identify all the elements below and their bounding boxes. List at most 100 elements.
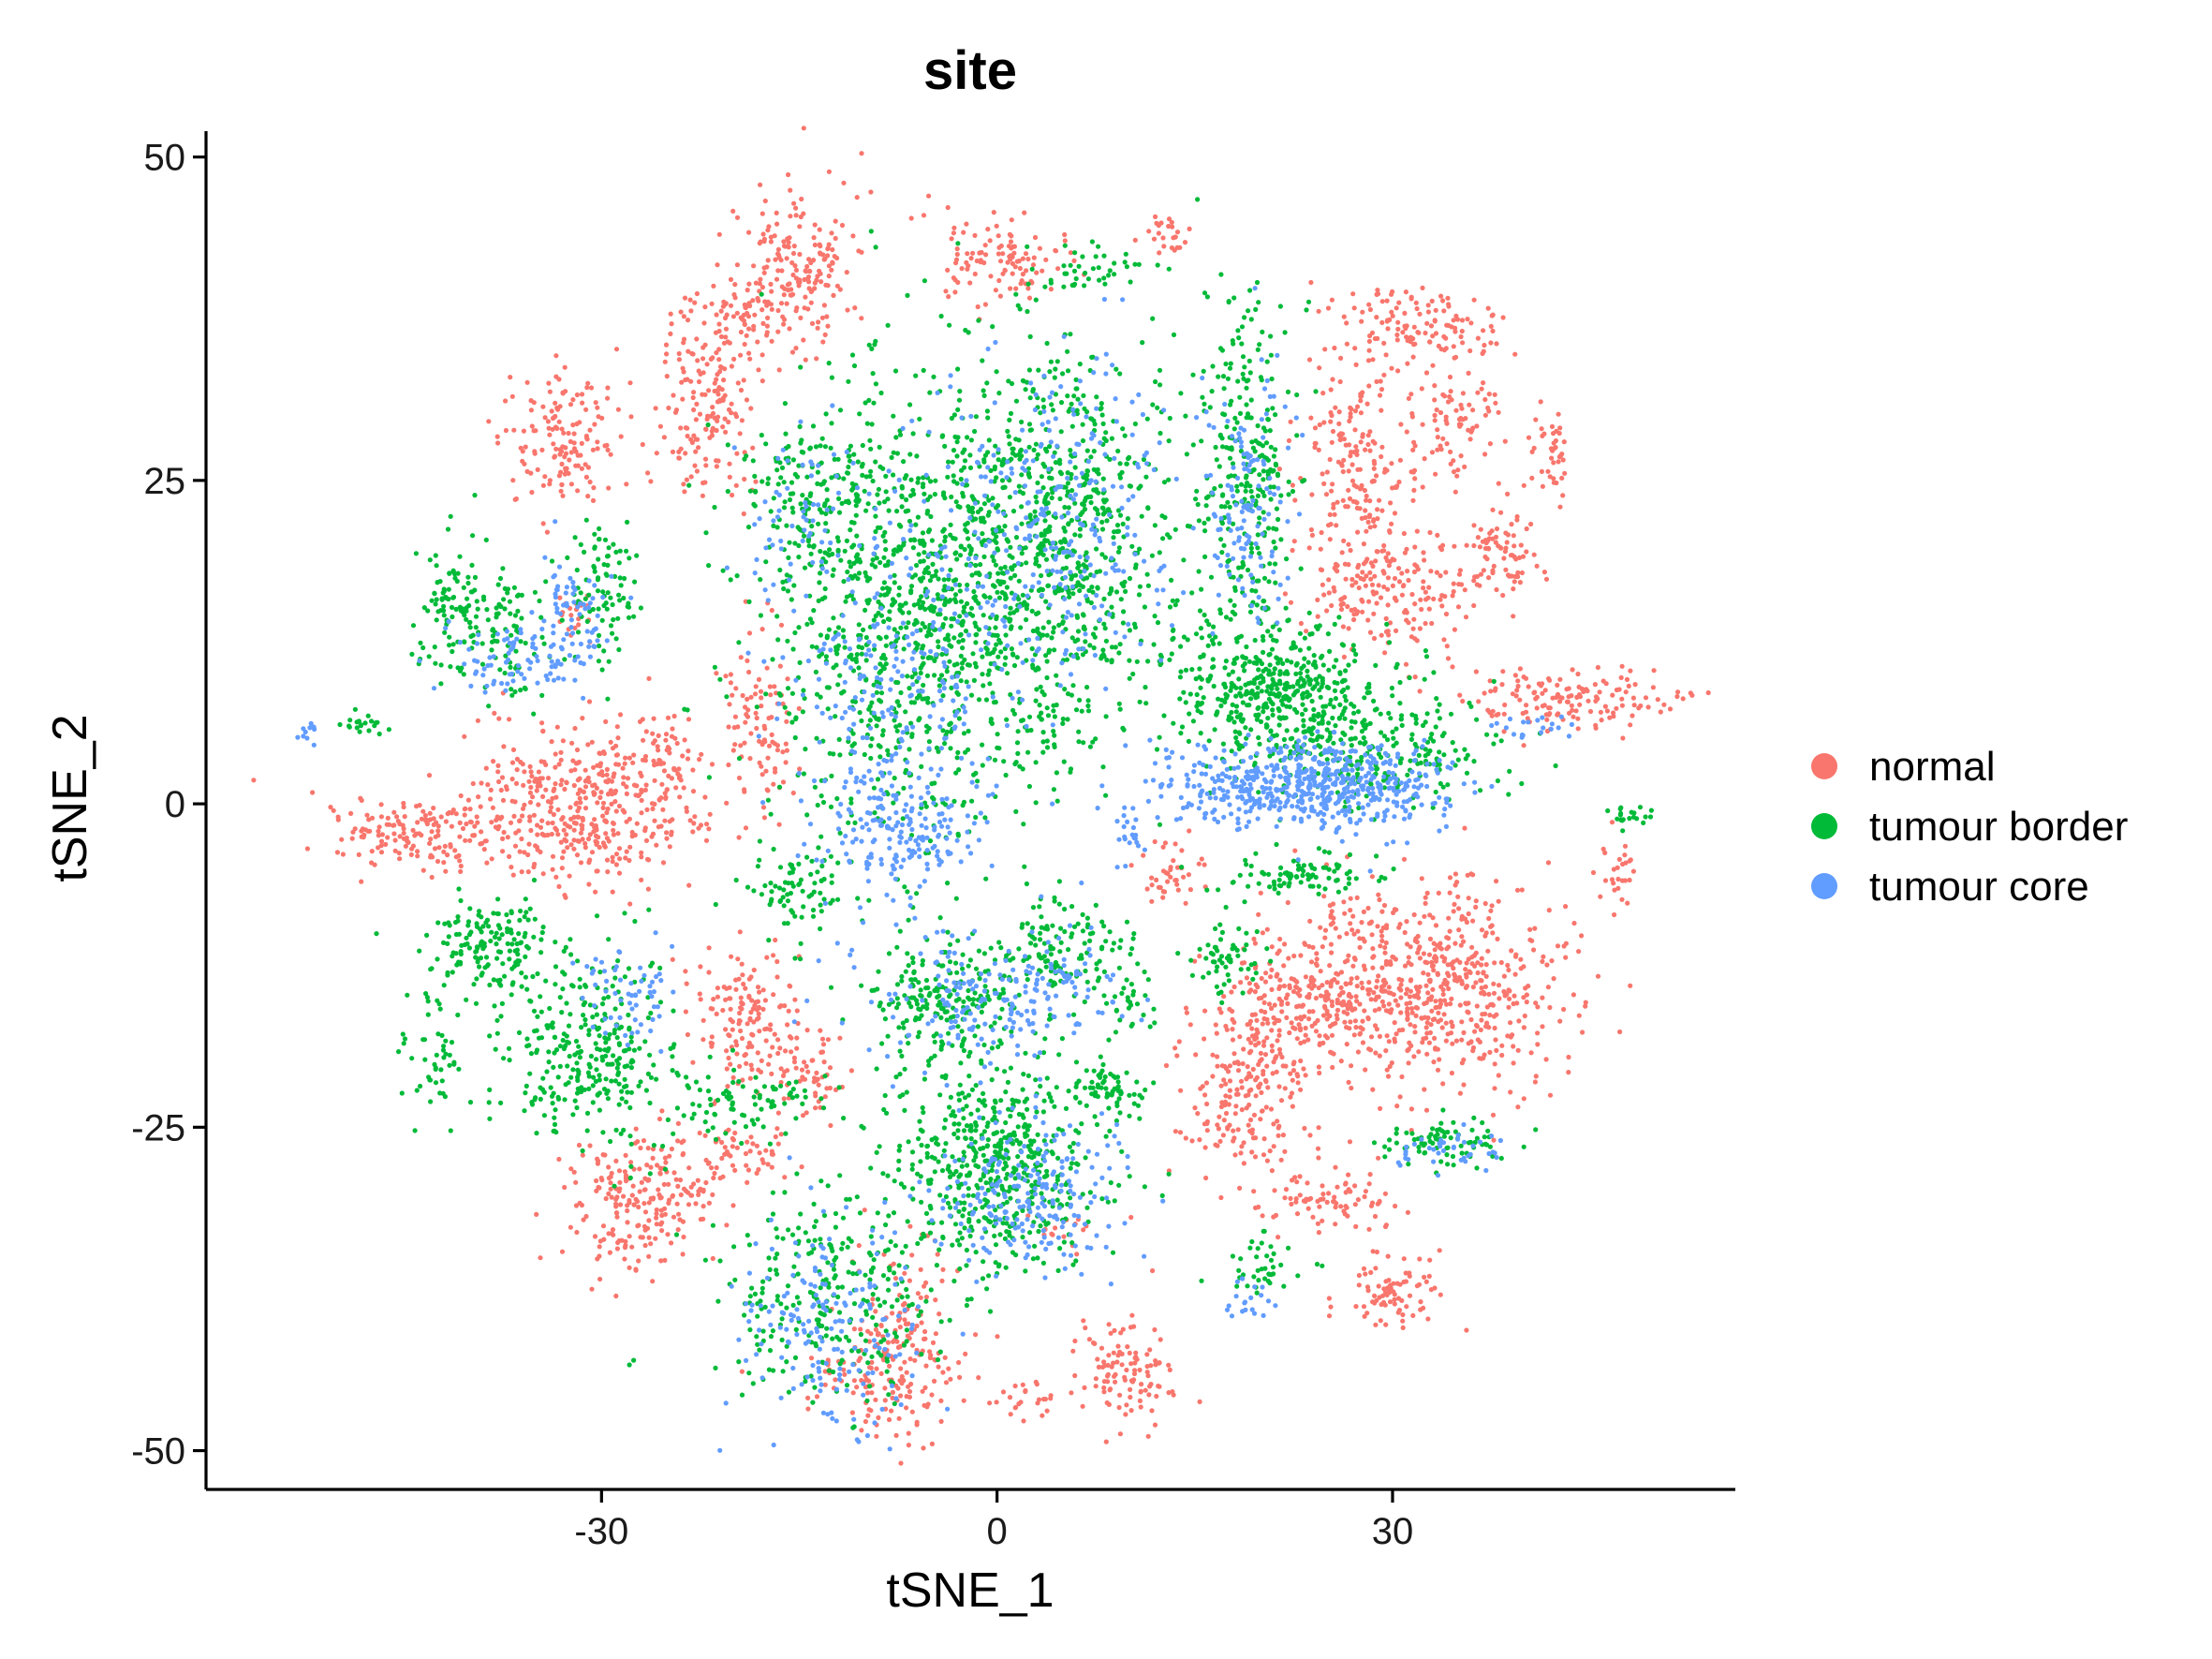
scatter-point — [1273, 1056, 1278, 1061]
scatter-point — [975, 304, 981, 310]
scatter-point — [1593, 725, 1599, 731]
scatter-point — [634, 821, 640, 826]
scatter-point — [561, 430, 567, 436]
scatter-point — [1161, 244, 1167, 249]
scatter-point — [804, 263, 810, 270]
scatter-point — [1359, 597, 1364, 603]
scatter-point — [748, 1062, 754, 1068]
scatter-point — [664, 830, 670, 836]
scatter-point — [1298, 1027, 1304, 1033]
scatter-point — [639, 773, 644, 779]
scatter-point — [1012, 1383, 1018, 1389]
scatter-point — [1217, 1138, 1223, 1144]
scatter-point — [514, 756, 521, 763]
scatter-point — [801, 771, 807, 777]
scatter-point — [1321, 592, 1327, 598]
scatter-point — [1169, 219, 1174, 225]
scatter-point — [1515, 574, 1521, 580]
scatter-point — [1285, 1000, 1290, 1006]
scatter-point — [1336, 409, 1342, 415]
scatter-point — [958, 599, 964, 604]
scatter-point — [310, 790, 316, 795]
scatter-point — [1383, 961, 1389, 967]
scatter-point — [1229, 989, 1234, 995]
scatter-point — [1258, 1081, 1263, 1087]
scatter-point — [1366, 1226, 1372, 1232]
scatter-point — [1383, 1008, 1389, 1014]
scatter-point — [575, 452, 581, 458]
scatter-point — [1276, 1123, 1282, 1129]
scatter-point — [1493, 534, 1499, 540]
scatter-point — [955, 279, 961, 286]
scatter-point — [582, 778, 588, 784]
scatter-point — [1181, 874, 1187, 880]
scatter-point — [1245, 1064, 1250, 1070]
scatter-point — [401, 830, 406, 837]
scatter-point — [1250, 1135, 1257, 1141]
scatter-point — [1258, 890, 1263, 896]
scatter-point — [1318, 567, 1323, 572]
scatter-point — [1337, 1000, 1344, 1006]
scatter-point — [823, 282, 829, 288]
scatter-point — [670, 726, 675, 732]
scatter-point — [774, 1126, 780, 1132]
scatter-point — [943, 1380, 950, 1385]
scatter-point — [597, 1238, 603, 1244]
scatter-point — [824, 635, 830, 641]
scatter-point — [945, 632, 951, 638]
scatter-point — [1065, 481, 1071, 486]
scatter-point — [600, 813, 606, 819]
scatter-point — [422, 813, 428, 819]
scatter-point — [1456, 906, 1462, 911]
scatter-point — [1368, 1269, 1374, 1275]
scatter-point — [1443, 335, 1449, 341]
scatter-point — [1402, 310, 1408, 316]
scatter-point — [687, 818, 693, 823]
scatter-point — [891, 472, 896, 478]
scatter-point — [1511, 586, 1516, 592]
scatter-point — [553, 751, 558, 757]
scatter-point — [1197, 1137, 1202, 1143]
scatter-point — [1472, 574, 1478, 580]
scatter-point — [1366, 348, 1372, 353]
scatter-point — [1203, 1175, 1209, 1181]
scatter-point — [602, 1152, 608, 1158]
scatter-point — [738, 1028, 744, 1034]
scatter-point — [1432, 412, 1438, 418]
scatter-point — [1543, 576, 1550, 582]
scatter-point — [714, 349, 719, 356]
scatter-point — [1291, 539, 1297, 544]
scatter-point — [760, 987, 766, 993]
scatter-point — [755, 999, 761, 1004]
scatter-point — [928, 1353, 934, 1358]
scatter-point — [1620, 861, 1626, 867]
scatter-point — [1526, 984, 1531, 989]
scatter-point — [550, 426, 555, 432]
scatter-point — [750, 445, 756, 451]
scatter-point — [1387, 1299, 1394, 1305]
scatter-point — [378, 838, 385, 844]
scatter-point — [1288, 419, 1293, 424]
scatter-point — [794, 1045, 800, 1051]
scatter-point — [718, 333, 725, 339]
scatter-point — [754, 1143, 760, 1148]
scatter-point — [716, 347, 722, 352]
scatter-point — [801, 126, 806, 131]
scatter-point — [998, 243, 1004, 249]
scatter-point — [613, 1196, 619, 1202]
scatter-point — [1341, 457, 1347, 463]
scatter-point — [1423, 589, 1428, 595]
scatter-point — [1414, 1283, 1420, 1289]
scatter-point — [796, 283, 802, 289]
scatter-point — [1486, 915, 1492, 922]
scatter-point — [1498, 545, 1504, 551]
scatter-point — [1491, 981, 1497, 986]
scatter-point — [1333, 561, 1339, 567]
scatter-point — [1276, 1235, 1281, 1240]
scatter-point — [1309, 532, 1315, 539]
scatter-point — [912, 1357, 918, 1363]
scatter-point — [1396, 566, 1402, 571]
scatter-point — [571, 440, 577, 446]
scatter-point — [633, 1267, 639, 1273]
scatter-point — [852, 820, 858, 826]
